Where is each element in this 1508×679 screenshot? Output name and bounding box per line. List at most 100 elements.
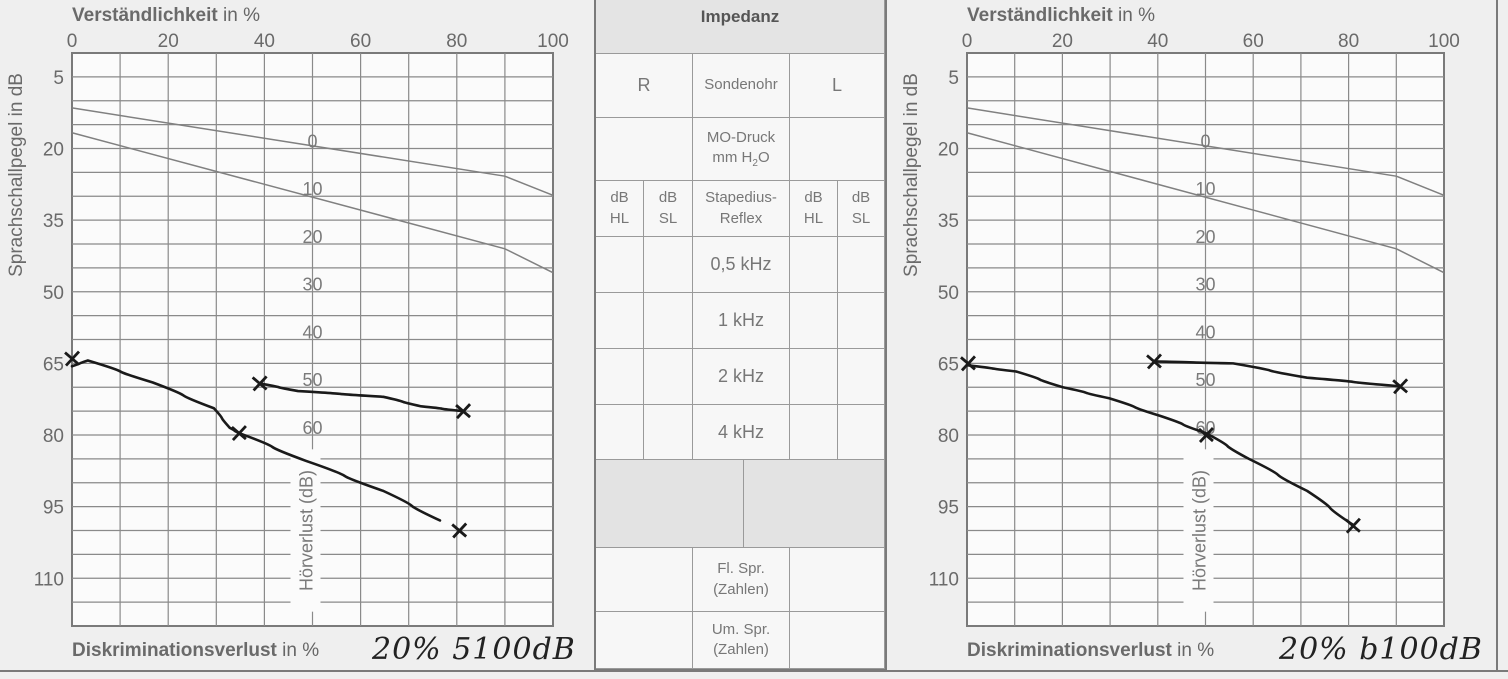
data-point-marker bbox=[451, 522, 468, 539]
x-tick-label: 0 bbox=[67, 31, 78, 52]
y-tick-label: 35 bbox=[938, 211, 959, 232]
series-line-einsilber bbox=[70, 359, 442, 522]
left-ear-speech-audiogram: Verständlichkeit in % Diskriminationsver… bbox=[889, 0, 1497, 670]
y-tick-label: 50 bbox=[938, 283, 959, 304]
reflex-value-cell[interactable] bbox=[838, 293, 885, 349]
reflex-value-cell[interactable] bbox=[644, 349, 693, 405]
x-tick-label: 0 bbox=[962, 31, 973, 52]
handwritten-note: 20% b100dB bbox=[1279, 632, 1483, 667]
y-axis-label: Sprachschallpegel in dB bbox=[901, 73, 922, 277]
reference-curve bbox=[966, 132, 1445, 274]
reflex-value-cell[interactable] bbox=[790, 293, 838, 349]
reflex-value-cell[interactable] bbox=[596, 237, 644, 293]
y-axis-label: Sprachschallpegel in dB bbox=[6, 73, 27, 277]
reflex-value-cell[interactable] bbox=[790, 237, 838, 293]
y-tick-label: 5 bbox=[948, 68, 959, 89]
probe-ear-label: Sondenohr bbox=[693, 54, 790, 118]
y-tick-label: 65 bbox=[43, 354, 64, 375]
reflex-value-cell[interactable] bbox=[596, 293, 644, 349]
y-tick-label: 65 bbox=[938, 354, 959, 375]
mo-pressure-label: MO-Druck mm H2O bbox=[693, 118, 790, 181]
hearing-loss-label-bg bbox=[1183, 449, 1214, 612]
left-ear-header: L bbox=[790, 54, 885, 118]
y-tick-label: 110 bbox=[929, 569, 959, 590]
y-tick-label: 50 bbox=[43, 283, 64, 304]
frequency-label: 1 kHz bbox=[693, 293, 790, 349]
series-line-zahlen bbox=[258, 382, 465, 413]
data-point-marker bbox=[251, 375, 268, 392]
reflex-value-cell[interactable] bbox=[644, 293, 693, 349]
reflex-value-cell[interactable] bbox=[644, 405, 693, 460]
divider bbox=[594, 0, 596, 672]
reflex-value-cell[interactable] bbox=[596, 349, 644, 405]
hearing-loss-tick-label: 10 bbox=[302, 179, 322, 199]
reflex-value-cell[interactable] bbox=[838, 349, 885, 405]
impedance-title: Impedanz bbox=[596, 0, 885, 54]
x-tick-label: 20 bbox=[158, 31, 179, 52]
reference-curve bbox=[71, 107, 554, 196]
right-ear-header: R bbox=[596, 54, 693, 118]
hearing-loss-tick-label: 40 bbox=[1195, 322, 1215, 342]
reflex-value-cell[interactable] bbox=[838, 405, 885, 460]
y-tick-label: 80 bbox=[43, 426, 64, 447]
reflex-value-cell[interactable] bbox=[790, 349, 838, 405]
x-tick-label: 40 bbox=[1147, 31, 1168, 52]
hearing-loss-tick-label: 0 bbox=[307, 131, 317, 151]
data-point-marker bbox=[455, 403, 472, 420]
fl-spr-left-cell[interactable] bbox=[790, 548, 885, 612]
chart-title: Verständlichkeit in % bbox=[72, 5, 260, 26]
y-tick-label: 5 bbox=[53, 68, 64, 89]
hearing-loss-tick-label: 40 bbox=[302, 322, 322, 342]
shaded-cell bbox=[596, 460, 744, 548]
y-tick-label: 35 bbox=[43, 211, 64, 232]
left-db-hl-header: dB HL bbox=[790, 181, 838, 237]
reference-curve bbox=[71, 132, 554, 274]
frequency-label: 2 kHz bbox=[693, 349, 790, 405]
hearing-loss-tick-label: 60 bbox=[1195, 418, 1215, 438]
hearing-loss-tick-label: 0 bbox=[1200, 131, 1210, 151]
y-tick-label: 80 bbox=[938, 426, 959, 447]
impedance-table: Impedanz R Sondenohr L MO-Druck mm H2O dB… bbox=[596, 0, 887, 671]
x-axis-label: Diskriminationsverlust in % bbox=[967, 640, 1215, 661]
data-point-marker bbox=[230, 425, 247, 442]
data-point-marker bbox=[960, 355, 976, 372]
mo-pressure-left-cell[interactable] bbox=[790, 118, 885, 181]
x-tick-label: 40 bbox=[254, 31, 275, 52]
x-tick-label: 60 bbox=[1243, 31, 1264, 52]
reflex-value-cell[interactable] bbox=[790, 405, 838, 460]
handwritten-note: 20% 5100dB bbox=[372, 632, 576, 667]
um-spr-right-cell[interactable] bbox=[596, 612, 693, 669]
whisper-speech-label: Fl. Spr. (Zahlen) bbox=[693, 548, 790, 612]
x-tick-label: 80 bbox=[446, 31, 467, 52]
hearing-loss-tick-label: 20 bbox=[302, 227, 322, 247]
mo-pressure-right-cell[interactable] bbox=[596, 118, 693, 181]
hearing-loss-axis-label: Hörverlust (dB) bbox=[297, 470, 317, 591]
x-tick-label: 80 bbox=[1338, 31, 1359, 52]
data-point-marker bbox=[1344, 517, 1361, 534]
hearing-loss-tick-label: 50 bbox=[302, 370, 322, 390]
reflex-value-cell[interactable] bbox=[596, 405, 644, 460]
x-tick-label: 100 bbox=[537, 31, 569, 52]
divider bbox=[1496, 0, 1498, 672]
stapedius-reflex-label: Stapedius-Reflex bbox=[693, 181, 790, 237]
y-tick-label: 95 bbox=[43, 498, 64, 519]
x-tick-label: 60 bbox=[350, 31, 371, 52]
right-db-hl-header: dB HL bbox=[596, 181, 644, 237]
um-spr-left-cell[interactable] bbox=[790, 612, 885, 669]
chart-title: Verständlichkeit in % bbox=[967, 5, 1155, 26]
shaded-cell bbox=[744, 460, 885, 548]
frequency-label: 4 kHz bbox=[693, 405, 790, 460]
reflex-value-cell[interactable] bbox=[644, 237, 693, 293]
x-tick-label: 100 bbox=[1428, 31, 1460, 52]
y-tick-label: 20 bbox=[938, 140, 959, 161]
reflex-value-cell[interactable] bbox=[838, 237, 885, 293]
series-line-einsilber bbox=[966, 363, 1355, 527]
x-axis-label: Diskriminationsverlust in % bbox=[72, 640, 320, 661]
hearing-loss-label-bg bbox=[290, 449, 321, 612]
frequency-label: 0,5 kHz bbox=[693, 237, 790, 293]
fl-spr-right-cell[interactable] bbox=[596, 548, 693, 612]
left-db-sl-header: dB SL bbox=[838, 181, 885, 237]
hearing-loss-tick-label: 60 bbox=[302, 418, 322, 438]
series-line-zahlen bbox=[1152, 360, 1402, 388]
